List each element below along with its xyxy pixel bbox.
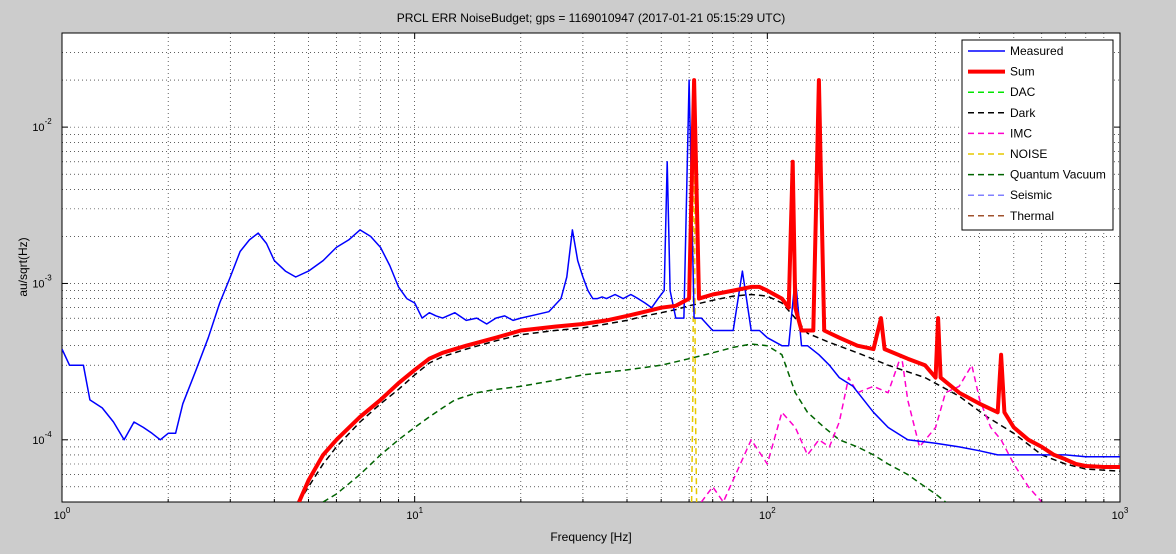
x-tick-exponent: 3	[1124, 506, 1129, 515]
y-tick-label: 10-3	[32, 273, 52, 290]
y-tick-exponent: -2	[45, 117, 53, 126]
y-tick-label: 10-2	[32, 117, 52, 134]
series-line-quantum-vacuum	[322, 343, 946, 502]
legend-label-thermal: Thermal	[1010, 209, 1054, 223]
legend-label-dark: Dark	[1010, 106, 1036, 120]
legend: Measured Sum DAC Dark IMC NOISE Quantum Vacuum…	[961, 39, 1114, 231]
y-tick-label: 10-4	[32, 430, 52, 447]
y-axis-label: au/sqrt(Hz)	[16, 237, 30, 296]
series-line-imc	[700, 353, 1043, 502]
legend-label-dac: DAC	[1010, 85, 1036, 99]
x-tick-label: 101	[406, 506, 423, 522]
x-tick-exponent: 0	[66, 506, 71, 515]
y-tick-exponent: -4	[45, 430, 53, 439]
x-tick-label: 102	[759, 506, 776, 522]
y-tick-exponent: -3	[45, 273, 53, 282]
x-tick-exponent: 2	[771, 506, 776, 515]
x-tick-exponent: 1	[419, 506, 424, 515]
legend-label-noise: NOISE	[1010, 147, 1047, 161]
x-axis-label: Frequency [Hz]	[550, 530, 631, 544]
legend-label-measured: Measured	[1010, 44, 1063, 58]
grid	[62, 33, 1120, 502]
chart-title: PRCL ERR NoiseBudget; gps = 1169010947 (…	[397, 11, 786, 25]
legend-label-quantum-vacuum: Quantum Vacuum	[1010, 168, 1106, 182]
x-tick-label: 100	[54, 506, 71, 522]
legend-label-sum: Sum	[1010, 65, 1035, 79]
series-line-dark	[298, 293, 1120, 502]
legend-label-seismic: Seismic	[1010, 188, 1052, 202]
legend-label-imc: IMC	[1010, 126, 1032, 140]
series-line-measured	[62, 79, 1120, 458]
x-tick-label: 103	[1112, 506, 1129, 522]
series-layer	[62, 78, 1120, 502]
plot-area	[61, 32, 1121, 503]
series-line-sum	[297, 78, 1120, 502]
